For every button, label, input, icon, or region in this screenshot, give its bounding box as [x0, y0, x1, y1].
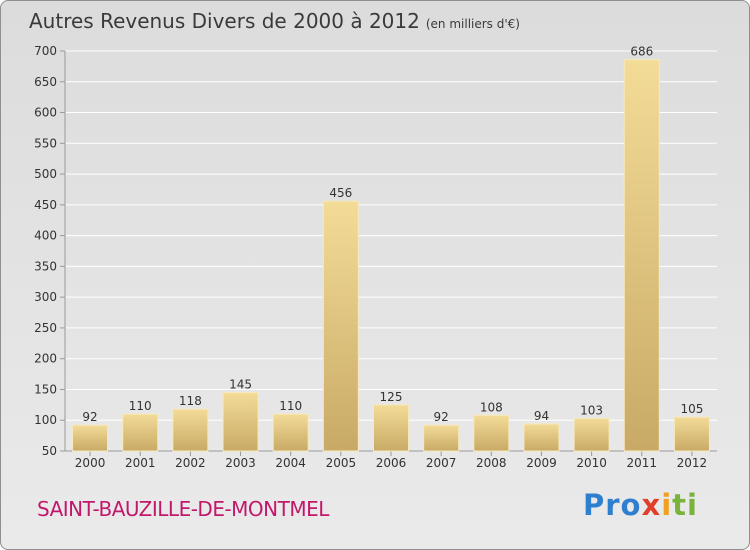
bar-2010	[573, 417, 610, 452]
data-label-2006: 125	[380, 390, 403, 404]
y-tick-label: 50	[42, 444, 57, 458]
y-tick-label: 400	[34, 229, 57, 243]
x-tick-label-2001: 2001	[125, 456, 156, 470]
data-label-2011: 686	[630, 45, 653, 59]
bar-2011	[623, 59, 660, 452]
data-label-2004: 110	[279, 399, 302, 413]
data-label-2001: 110	[129, 399, 152, 413]
data-label-2012: 105	[680, 402, 703, 416]
data-label-2003: 145	[229, 378, 252, 392]
bar-2006	[373, 404, 409, 452]
chart-title-main: Autres Revenus Divers de 2000 à 2012	[29, 9, 420, 33]
x-tick-label-2012: 2012	[677, 456, 708, 470]
bar-2002	[172, 408, 209, 452]
x-tick-label-2007: 2007	[426, 456, 457, 470]
chart-title-unit: (en milliers d'€)	[425, 17, 520, 31]
x-tick-label-2000: 2000	[75, 456, 106, 470]
data-label-2007: 92	[434, 410, 449, 424]
y-tick-label: 100	[34, 413, 57, 427]
commune-name: SAINT-BAUZILLE-DE-MONTMEL	[37, 497, 329, 521]
bar-2008	[473, 414, 510, 452]
bar-2003	[222, 392, 259, 452]
bar-2001	[122, 413, 159, 452]
x-tick-label-2005: 2005	[326, 456, 357, 470]
bar-2007	[423, 424, 460, 452]
y-tick-label: 200	[34, 352, 57, 366]
bar-2000	[72, 424, 109, 452]
data-label-2000: 92	[82, 410, 97, 424]
data-label-2005: 456	[329, 186, 352, 200]
data-label-2009: 94	[534, 409, 549, 423]
chart-title: Autres Revenus Divers de 2000 à 2012 (en …	[29, 9, 520, 33]
y-tick-label: 650	[34, 75, 57, 89]
x-tick-label-2010: 2010	[576, 456, 607, 470]
bar-2012	[673, 416, 710, 452]
y-tick-label: 350	[34, 259, 57, 273]
y-tick-label: 500	[34, 167, 57, 181]
bar-2005	[322, 200, 359, 452]
data-label-2002: 118	[179, 394, 202, 408]
x-tick-label-2003: 2003	[225, 456, 256, 470]
x-tick-label-2006: 2006	[376, 456, 407, 470]
y-tick-label: 450	[34, 198, 57, 212]
bar-2004	[272, 413, 309, 452]
x-tick-label-2002: 2002	[175, 456, 206, 470]
y-tick-label: 250	[34, 321, 57, 335]
bar-2009	[523, 423, 560, 452]
proxiti-logo: Proxiti	[583, 488, 698, 522]
data-label-2010: 103	[580, 403, 603, 417]
data-label-2008: 108	[480, 400, 503, 414]
y-tick-label: 600	[34, 106, 57, 120]
x-tick-label-2004: 2004	[275, 456, 306, 470]
y-tick-label: 700	[34, 44, 57, 58]
x-tick-label-2008: 2008	[476, 456, 507, 470]
y-tick-label: 300	[34, 290, 57, 304]
x-tick-label-2011: 2011	[626, 456, 657, 470]
y-tick-label: 550	[34, 136, 57, 150]
x-tick-label-2009: 2009	[526, 456, 557, 470]
y-tick-label: 150	[34, 382, 57, 396]
